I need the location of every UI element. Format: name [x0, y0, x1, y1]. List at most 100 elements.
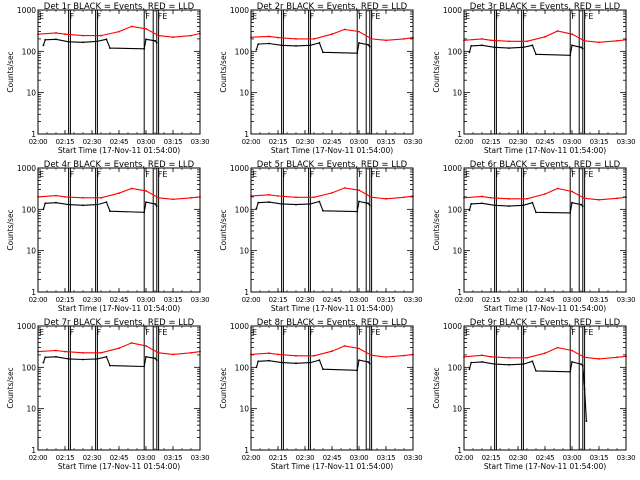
series-line-lld — [463, 347, 627, 360]
x-axis-label: Start Time (17-Nov-11 01:54:00) — [58, 462, 180, 471]
data-point-events — [42, 44, 45, 47]
data-point-lld — [526, 40, 528, 43]
plot-frame — [463, 325, 627, 451]
data-point-events — [358, 359, 360, 361]
data-point-events — [356, 369, 359, 372]
data-point-lld — [508, 197, 510, 200]
y-tick-label: 1 — [457, 446, 462, 455]
x-tick-label: 03:15 — [590, 296, 609, 304]
data-point-lld — [370, 38, 373, 40]
data-point-events — [145, 201, 147, 204]
y-tick-label: 100 — [235, 47, 250, 56]
data-point-events — [571, 44, 573, 47]
marker-label: FE — [584, 170, 594, 179]
x-tick-label: 02:15 — [482, 296, 501, 304]
data-point-events — [44, 38, 47, 41]
data-point-events — [481, 361, 483, 363]
series-line-events — [255, 200, 371, 213]
data-point-events — [44, 202, 47, 205]
y-axis-label: Counts/sec — [6, 367, 15, 408]
data-point-lld — [172, 198, 174, 201]
series-line-events — [468, 360, 587, 422]
y-tick-label: 1000 — [17, 6, 36, 15]
data-point-lld — [343, 28, 346, 31]
data-point-lld — [190, 34, 192, 37]
x-axis-label: Start Time (17-Nov-11 01:54:00) — [484, 304, 606, 313]
x-tick-label: 02:15 — [269, 296, 288, 304]
data-point-events — [257, 43, 260, 45]
panel-3: Det 3r BLACK = Events, RED = LLD 1 10 100 10… — [432, 2, 636, 155]
marker-label: FE — [371, 170, 381, 179]
x-tick-label: 03:00 — [350, 454, 369, 462]
x-tick-label: 02:30 — [83, 296, 102, 304]
y-tick-label: 10 — [26, 247, 36, 256]
data-point-lld — [295, 196, 297, 199]
marker-label: F — [283, 328, 288, 337]
x-tick-label: 02:15 — [56, 296, 75, 304]
data-point-events — [42, 361, 45, 364]
data-point-events — [42, 208, 45, 211]
x-tick-label: 02:00 — [455, 138, 474, 146]
data-point-lld — [556, 30, 559, 32]
data-point-lld — [82, 351, 84, 354]
x-tick-label: 03:15 — [377, 138, 396, 146]
data-point-lld — [370, 196, 373, 199]
data-point-lld — [55, 32, 57, 34]
data-point-events — [581, 364, 584, 367]
x-tick-label: 03:00 — [137, 296, 156, 304]
data-point-events — [155, 42, 158, 44]
y-axis-label: Counts/sec — [6, 51, 15, 92]
data-point-events — [322, 368, 324, 371]
data-point-lld — [313, 354, 315, 357]
x-axis-label: Start Time (17-Nov-11 01:54:00) — [271, 462, 393, 471]
x-tick-label: 03:15 — [377, 454, 396, 462]
x-tick-label: 03:30 — [617, 296, 636, 304]
marker-label: F — [523, 170, 528, 179]
x-tick-label: 02:30 — [83, 138, 102, 146]
data-point-lld — [82, 34, 84, 37]
y-tick-label: 100 — [22, 363, 37, 372]
data-point-lld — [358, 189, 360, 192]
data-point-events — [109, 210, 111, 213]
x-tick-label: 03:00 — [563, 138, 582, 146]
x-tick-label: 03:00 — [137, 138, 156, 146]
y-tick-label: 1 — [457, 130, 462, 139]
y-tick-label: 100 — [448, 363, 463, 372]
data-point-events — [493, 363, 496, 365]
data-point-lld — [481, 195, 483, 198]
x-tick-label: 02:30 — [509, 138, 528, 146]
data-point-events — [55, 355, 57, 358]
x-tick-label: 02:45 — [110, 138, 129, 146]
data-point-lld — [370, 354, 373, 357]
y-tick-label: 10 — [239, 89, 249, 98]
x-tick-label: 02:15 — [56, 138, 75, 146]
data-point-events — [481, 44, 483, 47]
data-point-events — [522, 204, 525, 207]
data-point-events — [82, 204, 84, 207]
panel-6: Det 6r BLACK = Events, RED = LLD 1 10 100 10… — [432, 160, 636, 313]
y-tick-label: 1 — [244, 130, 249, 139]
panel-title: Det 5r BLACK = Events, RED = LLD — [257, 160, 408, 170]
x-tick-label: 03:15 — [590, 454, 609, 462]
marker-label: F — [310, 12, 315, 21]
data-point-events — [268, 201, 270, 204]
data-point-lld — [64, 196, 66, 198]
panel-title: Det 6r BLACK = Events, RED = LLD — [470, 160, 621, 170]
data-point-lld — [100, 351, 102, 354]
data-point-events — [268, 42, 270, 45]
marker-label: F — [97, 328, 102, 337]
y-tick-label: 1 — [31, 130, 36, 139]
y-axis-label: Counts/sec — [219, 367, 228, 408]
data-point-lld — [55, 194, 57, 197]
y-axis-label: Counts/sec — [432, 367, 441, 408]
data-point-lld — [82, 196, 84, 199]
data-point-events — [531, 360, 534, 363]
data-point-lld — [64, 33, 66, 36]
data-point-lld — [385, 197, 387, 200]
data-point-lld — [616, 39, 618, 42]
marker-label: F — [97, 12, 102, 21]
data-point-events — [295, 203, 297, 206]
marker-label: F — [496, 12, 501, 21]
y-tick-label: 100 — [22, 47, 37, 56]
marker-label: E — [465, 328, 470, 337]
